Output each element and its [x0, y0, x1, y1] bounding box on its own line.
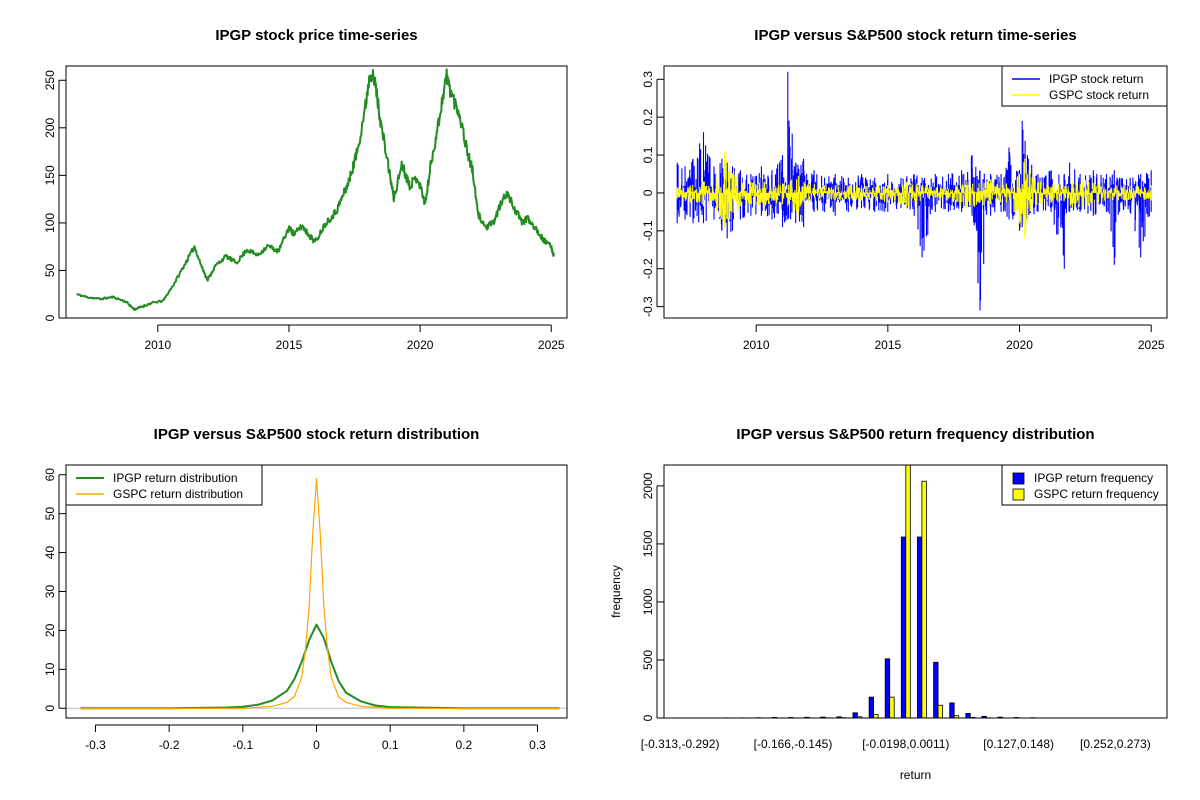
y-tick-label: 20	[43, 623, 57, 637]
chart-title-1: IPGP stock price time-series	[215, 27, 417, 44]
x-tick-label: -0.2	[159, 738, 180, 752]
chart-title-2: IPGP versus S&P500 stock return time-ser…	[754, 27, 1076, 44]
legend-label: IPGP return frequency	[1034, 471, 1153, 485]
y-tick-label: 50	[43, 263, 57, 277]
y-tick-label: 60	[43, 468, 57, 482]
y-tick-label: -0.1	[641, 220, 655, 241]
gspc-frequency-bar	[937, 704, 943, 718]
x-tick-label: 0.2	[456, 738, 473, 752]
y-tick-label: 0	[43, 705, 57, 712]
y-tick-label: 2000	[641, 472, 655, 499]
y-tick-label: 200	[43, 117, 57, 137]
x-category-label: [0.252,0.273)	[1080, 737, 1151, 751]
y-tick-label: -0.2	[641, 258, 655, 279]
x-tick-label: 0	[313, 738, 320, 752]
y-tick-label: 0.2	[641, 108, 655, 125]
plot-area-4	[675, 465, 1153, 718]
x-tick-label: 0.3	[529, 738, 546, 752]
plot-area-3	[66, 478, 567, 710]
plot-frame	[663, 65, 1168, 319]
x-tick-label: 2015	[276, 338, 303, 352]
gspc-frequency-bar	[921, 480, 927, 718]
y-tick-label: 0.1	[641, 146, 655, 163]
y-tick-label: 10	[43, 662, 57, 676]
x-tick-label: -0.1	[232, 738, 253, 752]
legend-label: IPGP stock return	[1049, 72, 1143, 86]
legend-box	[1001, 464, 1168, 506]
legend-box	[1001, 65, 1168, 107]
y-tick-label: 100	[43, 213, 57, 233]
y-tick-label: 0	[43, 314, 57, 321]
plot-area-2	[676, 71, 1152, 311]
y-tick-label: 1500	[641, 530, 655, 557]
gspc-frequency-bar	[889, 696, 895, 718]
ipgp-frequency-bar	[917, 536, 923, 718]
ipgp-frequency-bar	[949, 702, 955, 718]
chart-title-4: IPGP versus S&P500 return frequency dist…	[736, 426, 1094, 443]
legend-box	[65, 464, 263, 506]
y-tick-label: 0	[641, 714, 655, 721]
legend-label: GSPC return frequency	[1034, 487, 1159, 501]
y-tick-label: 40	[43, 546, 57, 560]
x-tick-label: 2025	[1138, 338, 1165, 352]
legend-label: GSPC stock return	[1049, 88, 1149, 102]
x-category-label: [-0.166,-0.145)	[754, 737, 833, 751]
y-axis-title: frequency	[609, 565, 623, 618]
y-tick-label: 150	[43, 165, 57, 185]
plot-area-1	[76, 68, 555, 312]
x-tick-label: 2010	[743, 338, 770, 352]
y-tick-label: 50	[43, 507, 57, 521]
legend-swatch	[1012, 488, 1025, 501]
legend-label: IPGP return distribution	[113, 471, 238, 485]
y-tick-label: 1000	[641, 588, 655, 615]
plot-frame	[65, 65, 568, 319]
y-tick-label: 250	[43, 70, 57, 90]
ipgp-frequency-bar	[868, 696, 874, 718]
x-tick-label: 2020	[1006, 338, 1033, 352]
chart-title-3: IPGP versus S&P500 stock return distribu…	[154, 426, 480, 443]
ipgp-frequency-bar	[884, 658, 891, 718]
x-category-label: [-0.313,-0.292)	[641, 737, 720, 751]
ipgp-frequency-bar	[900, 536, 907, 718]
plot-frame	[663, 464, 1168, 719]
x-axis-title: return	[900, 768, 931, 782]
price-series-line	[76, 68, 555, 312]
gspc-return-series	[676, 151, 1152, 239]
gspc-frequency-bar	[873, 714, 879, 718]
x-tick-label: 2015	[874, 338, 901, 352]
gspc-frequency-bar	[953, 715, 960, 718]
ipgp-density-line	[80, 623, 560, 710]
gspc-frequency-bar	[905, 465, 911, 718]
x-category-label: [0.127,0.148)	[983, 737, 1054, 751]
x-tick-label: 2020	[407, 338, 434, 352]
gspc-density-line	[80, 478, 560, 709]
y-tick-label: -0.3	[641, 296, 655, 317]
y-tick-label: 0	[641, 189, 655, 196]
ipgp-frequency-bar	[852, 712, 858, 718]
ipgp-frequency-bar	[933, 661, 939, 718]
legend-label: GSPC return distribution	[113, 487, 243, 501]
plot-frame	[65, 464, 568, 719]
ipgp-frequency-bar	[965, 713, 971, 718]
x-tick-label: 2025	[538, 338, 565, 352]
y-tick-label: 0.3	[641, 71, 655, 88]
x-tick-label: 0.1	[382, 738, 399, 752]
y-tick-label: 500	[641, 650, 655, 670]
x-tick-label: -0.3	[85, 738, 106, 752]
x-category-label: [-0.0198,0.0011)	[862, 737, 949, 751]
y-tick-label: 30	[43, 585, 57, 599]
x-tick-label: 2010	[144, 338, 171, 352]
legend-swatch	[1012, 472, 1025, 485]
